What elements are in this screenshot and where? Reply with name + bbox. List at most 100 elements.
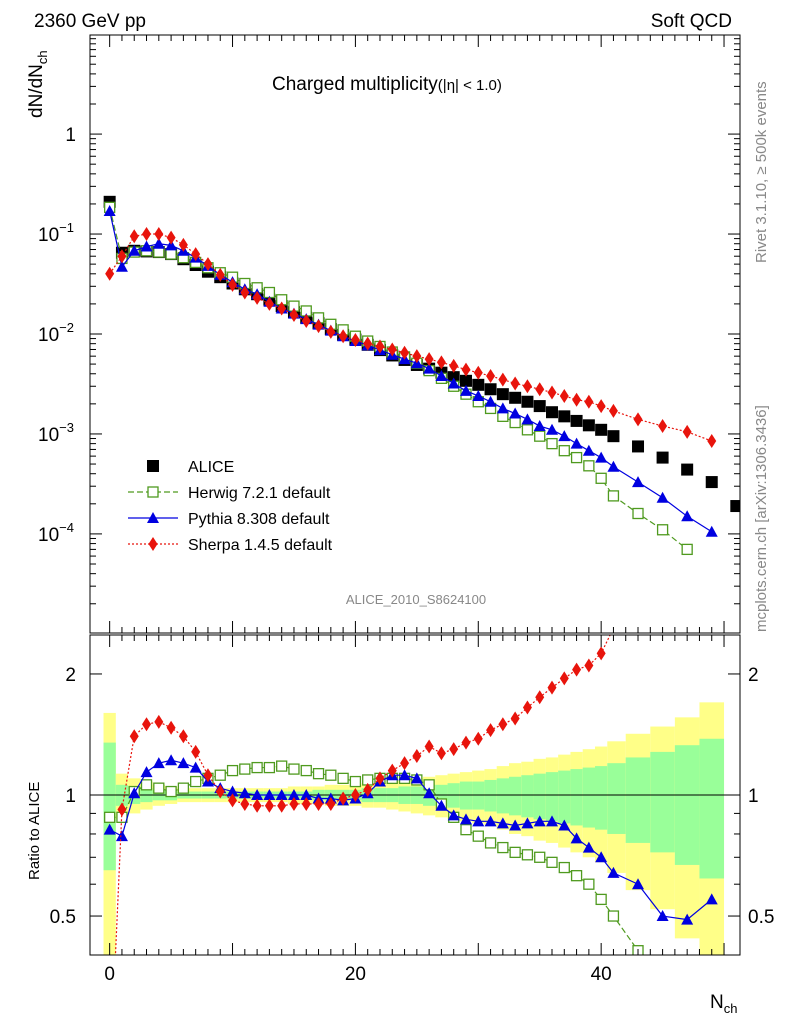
ratio-point	[572, 662, 582, 677]
data-point	[707, 434, 717, 449]
ratio-point	[263, 761, 276, 774]
band-green	[508, 776, 522, 816]
data-point	[521, 395, 534, 408]
ratio-uncertainty-bands	[90, 702, 740, 955]
band-green	[484, 779, 497, 812]
legend-marker	[147, 460, 159, 472]
ratio-point	[263, 789, 276, 800]
ratio-line-2	[114, 635, 611, 955]
ratio-point	[521, 817, 534, 829]
ratio-point	[595, 893, 607, 906]
ratio-point	[337, 772, 349, 785]
data-point	[400, 345, 410, 360]
ratio-point	[570, 870, 583, 882]
ratio-point	[191, 744, 201, 759]
data-point	[252, 290, 262, 305]
data-point	[681, 543, 693, 556]
data-point	[658, 419, 668, 434]
data-point	[140, 240, 153, 252]
ratio-point	[300, 764, 312, 777]
y-tick-label: 1	[65, 125, 76, 146]
data-point	[607, 460, 620, 472]
ratio-point	[189, 761, 202, 773]
band-green	[103, 742, 116, 871]
data-point	[459, 384, 472, 396]
ratio-point	[128, 787, 141, 799]
ratio-point	[498, 717, 508, 732]
ratio-point	[166, 720, 176, 735]
x-tick-label: 40	[591, 964, 612, 985]
y-tick-label: 10−3	[38, 420, 74, 446]
data-point	[203, 257, 213, 272]
ratio-point	[240, 796, 250, 811]
plot-title: Charged multiplicity(|η| < 1.0)	[272, 74, 502, 95]
ratio-point	[484, 837, 497, 849]
series-line-2	[109, 210, 713, 533]
ratio-point	[300, 789, 313, 800]
ratio-point	[510, 711, 520, 726]
data-point	[608, 403, 618, 418]
data-point	[484, 383, 497, 396]
data-point	[633, 412, 643, 427]
ratio-point	[410, 772, 423, 784]
ratio-y-tick-label-left: 2	[65, 665, 76, 686]
band-green	[595, 766, 608, 830]
ratio-point	[400, 756, 410, 771]
data-point	[387, 342, 397, 357]
ratio-point	[607, 910, 620, 922]
ratio-point	[142, 717, 152, 732]
ratio-point	[473, 731, 483, 746]
data-point	[535, 382, 545, 397]
band-green	[650, 751, 675, 853]
ratio-point	[559, 671, 569, 686]
data-point	[607, 490, 620, 502]
data-point	[570, 437, 583, 449]
ratio-y-tick-label-right: 2	[748, 665, 759, 686]
data-point	[363, 336, 373, 351]
ratio-point	[534, 851, 546, 863]
data-point	[584, 394, 594, 409]
ratio-point	[472, 815, 485, 827]
analysis-id-label: ALICE_2010_S8624100	[346, 592, 486, 607]
band-green	[607, 763, 626, 834]
ratio-point	[129, 729, 139, 744]
ratio-point	[104, 811, 116, 823]
ratio-point	[326, 796, 336, 811]
ratio-point	[484, 815, 497, 827]
data-point	[191, 247, 201, 262]
band-green	[558, 770, 571, 824]
band-green	[521, 775, 534, 818]
ratio-point	[251, 789, 264, 800]
ratio-point	[177, 782, 190, 794]
main-y-axis-label: dN/dNch	[26, 50, 50, 118]
data-point	[533, 400, 546, 413]
data-point	[656, 491, 669, 503]
ratio-point	[447, 809, 460, 821]
ratio-point	[226, 764, 239, 777]
data-point	[496, 388, 509, 401]
ratio-point	[153, 782, 165, 794]
data-point	[521, 424, 534, 436]
ratio-point	[314, 796, 324, 811]
ratio-point	[228, 793, 238, 808]
data-point	[632, 440, 645, 453]
ratio-point	[509, 846, 521, 859]
ratio-line-1	[109, 759, 713, 921]
ratio-point	[546, 815, 559, 827]
data-point	[459, 374, 472, 387]
ratio-point	[522, 700, 532, 715]
ratio-point	[682, 984, 692, 994]
ratio-point	[424, 739, 434, 754]
band-green	[699, 738, 725, 879]
main-series	[103, 195, 740, 556]
ratio-point	[656, 910, 669, 922]
data-point	[730, 500, 740, 513]
ratio-point	[461, 735, 471, 750]
ratio-point	[460, 824, 472, 836]
data-point	[558, 445, 570, 457]
data-point	[152, 237, 165, 249]
ratio-point	[595, 851, 608, 863]
data-point	[570, 451, 583, 464]
data-point	[656, 451, 669, 464]
data-point	[509, 416, 521, 429]
